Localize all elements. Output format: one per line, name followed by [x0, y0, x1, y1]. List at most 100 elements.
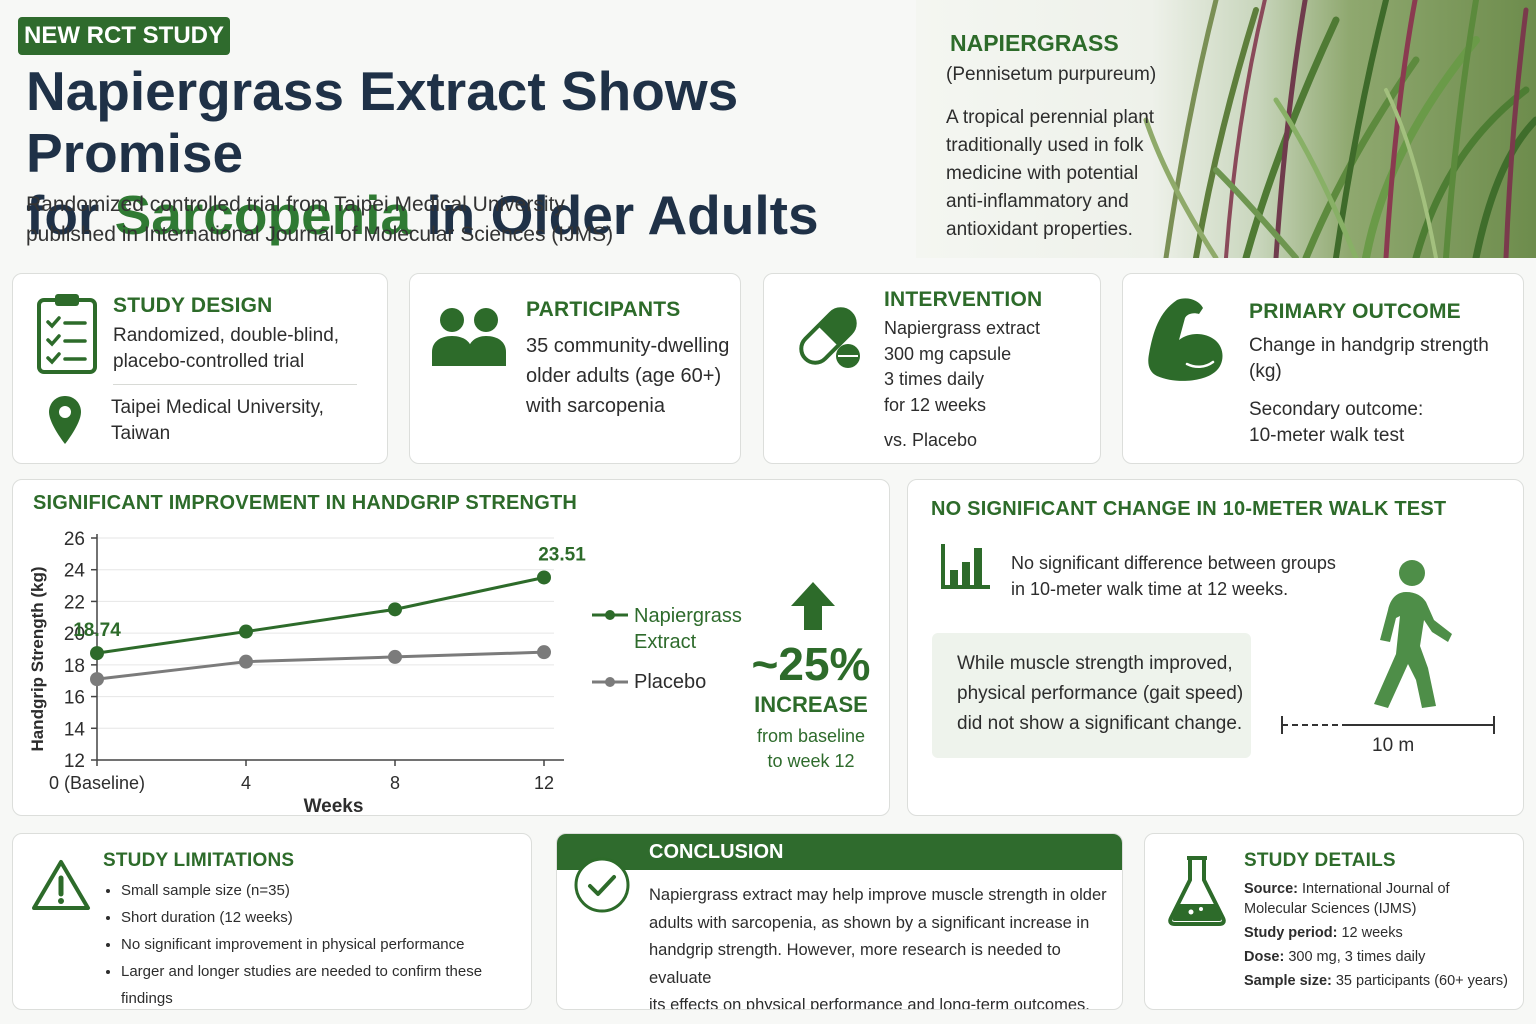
data-point: [388, 649, 402, 664]
increase-sub-line: from baseline: [756, 726, 866, 746]
location-line: Taiwan: [111, 423, 171, 444]
walk-test-title: NO SIGNIFICANT CHANGE IN 10-METER WALK T…: [931, 498, 1447, 520]
conclusion-line: Napiergrass extract may help improve mus…: [649, 886, 1107, 904]
intervention-title: INTERVENTION: [884, 288, 1043, 311]
secondary-outcome-line: 10-meter walk test: [1249, 425, 1405, 446]
title-line-1: Napiergrass Extract Shows Promise: [26, 60, 739, 184]
detail-value: International Journal of: [1298, 881, 1450, 897]
legend-swatch-placebo: [592, 677, 628, 687]
distance-marker: [1281, 716, 1495, 734]
participants-text: 35 community-dwelling older adults (age …: [526, 331, 729, 421]
study-design-line: placebo-controlled trial: [113, 351, 305, 372]
walk-note-line: While muscle strength improved,: [957, 653, 1233, 674]
plant-desc-line: medicine with potential: [946, 163, 1139, 184]
subtitle-line-2: published in International Journal of Mo…: [26, 223, 614, 246]
walking-person-icon: [1374, 560, 1452, 708]
data-point: [90, 672, 104, 687]
conclusion-line: its effects on physical performance and …: [649, 996, 1090, 1010]
y-tick-label: 26: [64, 529, 85, 550]
conclusion-line: handgrip strength. However, more researc…: [649, 941, 1061, 987]
conclusion-line: adults with sarcopenia, as shown by a si…: [649, 913, 1090, 932]
primary-outcome-line: Change in handgrip strength: [1249, 335, 1489, 356]
intervention-line: 300 mg capsule: [884, 343, 1012, 364]
data-point: [239, 654, 253, 669]
x-tick-label: 0 (Baseline): [49, 773, 145, 793]
conclusion-header-bar: CONCLUSION: [557, 834, 1122, 870]
detail-label: Dose:: [1244, 949, 1285, 965]
bar-chart-icon: [941, 544, 990, 589]
detail-source-cont: Molecular Sciences (IJMS): [1244, 901, 1417, 917]
participants-title: PARTICIPANTS: [526, 298, 681, 321]
plant-desc-line: traditionally used in folk: [946, 135, 1144, 156]
conclusion-text: Napiergrass extract may help improve mus…: [649, 882, 1122, 1010]
title-prefix: for: [26, 184, 115, 246]
capsule-icon: [799, 307, 860, 368]
increase-label: INCREASE: [754, 692, 868, 717]
x-tick-label: 8: [390, 773, 400, 793]
series-line: [96, 650, 545, 681]
detail-label: Study period:: [1244, 925, 1338, 941]
flask-icon: [1168, 856, 1226, 926]
study-details-text: Source: International Journal of Molecul…: [1244, 879, 1519, 991]
intervention-card: INTERVENTION Napiergrass extract 300 mg …: [763, 273, 1101, 464]
legend-line: Napiergrass: [634, 605, 742, 627]
y-tick-label: 24: [64, 561, 86, 582]
limitations-list: Small sample size (n=35) Short duration …: [121, 877, 531, 1012]
legend-swatch-extract: [592, 610, 628, 620]
data-point: [537, 645, 551, 660]
study-badge: NEW RCT STUDY: [18, 17, 230, 55]
chart-title: SIGNIFICANT IMPROVEMENT IN HANDGRIP STRE…: [33, 492, 578, 514]
subtitle-line-1: Randomized controlled trial from Taipei …: [26, 193, 565, 216]
divider: [113, 384, 357, 385]
y-tick-label: 14: [64, 719, 86, 740]
data-point: [537, 570, 551, 585]
page-title: Napiergrass Extract Shows Promise for Sa…: [26, 60, 906, 246]
data-point: [239, 624, 253, 639]
subtitle: Randomized controlled trial from Taipei …: [26, 190, 726, 250]
detail-period: Study period: 12 weeks: [1244, 923, 1519, 943]
legend-line: Extract: [634, 631, 697, 653]
data-point: [388, 602, 402, 617]
plant-photo: [916, 0, 1536, 258]
legend-label-placebo: Placebo: [634, 671, 707, 693]
study-details-card: STUDY DETAILS Source: International Jour…: [1144, 833, 1524, 1010]
increase-sub-line: to week 12: [767, 751, 855, 771]
walk-test-text: No significant difference between groups…: [1011, 550, 1336, 602]
study-design-title: STUDY DESIGN: [113, 294, 273, 317]
study-design-card: STUDY DESIGN Randomized, double-blind, p…: [12, 273, 388, 464]
increase-value: ~25%: [751, 638, 871, 690]
intervention-line: for 12 weeks: [884, 394, 987, 415]
x-axis-label: Weeks: [304, 796, 364, 816]
clipboard-checklist-icon: [37, 294, 97, 374]
walk-test-line: in 10-meter walk time at 12 weeks.: [1011, 579, 1289, 599]
detail-sample: Sample size: 35 participants (60+ years): [1244, 971, 1519, 991]
walk-note-line: did not show a significant change.: [957, 713, 1243, 734]
plant-name: NAPIERGRASS: [950, 30, 1119, 56]
secondary-outcome-line: Secondary outcome:: [1249, 399, 1424, 420]
walk-note-line: physical performance (gait speed): [957, 683, 1244, 704]
limitation-item: Small sample size (n=35): [121, 877, 531, 904]
detail-label: Source:: [1244, 881, 1298, 897]
plant-desc-line: anti-inflammatory and: [946, 191, 1129, 212]
walk-test-note-box: While muscle strength improved, physical…: [932, 633, 1251, 758]
location-pin-icon: [49, 396, 81, 444]
plant-description: A tropical perennial plant traditionally…: [946, 104, 1166, 244]
arrow-up-icon: [791, 582, 835, 630]
limitation-item: No significant improvement in physical p…: [121, 931, 531, 958]
walk-test-card: NO SIGNIFICANT CHANGE IN 10-METER WALK T…: [907, 479, 1524, 816]
title-highlight: Sarcopenia: [114, 184, 412, 246]
walk-test-note: While muscle strength improved, physical…: [957, 649, 1243, 739]
conclusion-title: CONCLUSION: [649, 841, 784, 863]
flexed-arm-icon: [1148, 298, 1223, 381]
y-axis-label: Handgrip Strength (kg): [28, 566, 47, 751]
increase-subtext: from baseline to week 12: [740, 724, 882, 774]
intervention-line: 3 times daily: [884, 369, 985, 389]
limitations-card: STUDY LIMITATIONS Small sample size (n=3…: [12, 833, 532, 1010]
participants-line: older adults (age 60+): [526, 365, 722, 387]
primary-outcome-title: PRIMARY OUTCOME: [1249, 300, 1461, 323]
y-tick-label: 22: [64, 592, 85, 613]
y-tick-label: 20: [64, 624, 85, 645]
warning-icon: [32, 860, 90, 910]
detail-value: 300 mg, 3 times daily: [1284, 949, 1426, 965]
intervention-text: Napiergrass extract 300 mg capsule 3 tim…: [884, 316, 1040, 418]
